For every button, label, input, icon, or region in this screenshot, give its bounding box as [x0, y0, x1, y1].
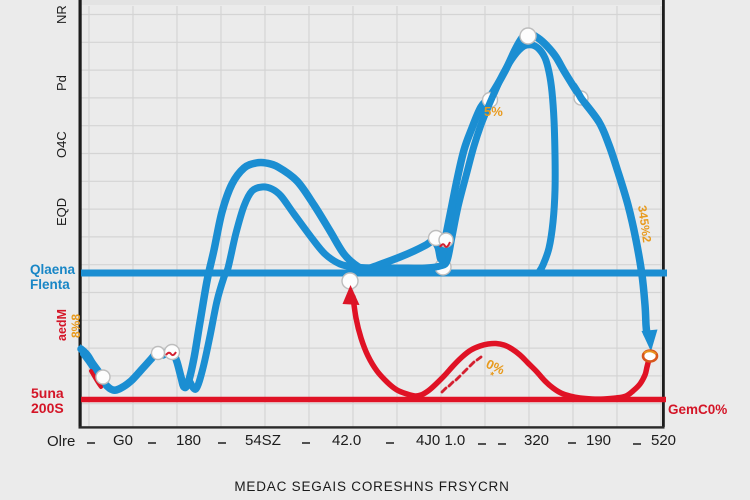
svg-text:54SZ: 54SZ	[245, 432, 281, 449]
svg-text:42.0: 42.0	[332, 432, 361, 449]
svg-text:345%2: 345%2	[635, 204, 654, 243]
svg-text:8%8: 8%8	[69, 314, 83, 338]
svg-text:NR: NR	[54, 5, 69, 24]
svg-text:5una: 5una	[31, 385, 64, 401]
svg-text:Flenta: Flenta	[30, 277, 70, 292]
svg-text:0%: 0%	[484, 356, 508, 378]
svg-text:*: *	[488, 370, 495, 382]
svg-text:Pd: Pd	[54, 75, 69, 91]
svg-text:Olre: Olre	[47, 433, 75, 450]
svg-text:180: 180	[176, 432, 201, 449]
svg-text:190: 190	[586, 432, 611, 449]
svg-text:200S: 200S	[31, 400, 64, 416]
svg-text:Qlaena: Qlaena	[30, 262, 76, 277]
svg-text:O4C: O4C	[54, 131, 69, 158]
svg-text:MEDAC SEGAIS CORESHNS FRSYCRN: MEDAC SEGAIS CORESHNS FRSYCRN	[234, 479, 509, 494]
svg-text:4J0 1.0: 4J0 1.0	[416, 432, 465, 449]
svg-text:520: 520	[651, 432, 676, 449]
svg-text:aedM: aedM	[55, 309, 69, 341]
svg-text:320: 320	[524, 432, 549, 449]
svg-text:GemC0%: GemC0%	[668, 402, 727, 417]
svg-text:EQD: EQD	[54, 198, 69, 226]
svg-text:G0: G0	[113, 432, 133, 449]
svg-text:5%: 5%	[484, 104, 503, 119]
